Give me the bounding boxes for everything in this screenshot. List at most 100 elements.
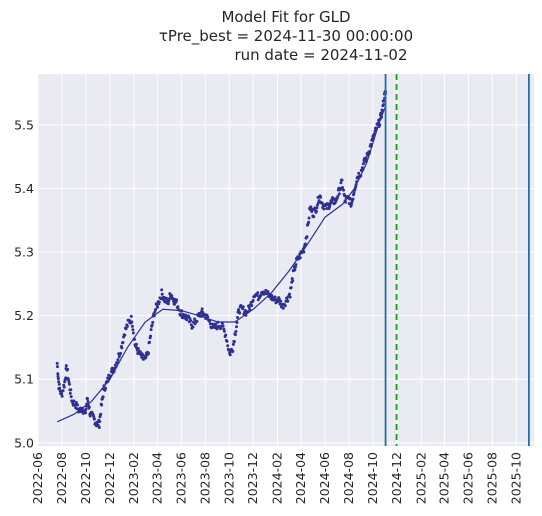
data-point bbox=[166, 302, 170, 306]
data-point bbox=[119, 351, 123, 355]
data-point bbox=[354, 183, 358, 187]
y-tick-label: 5.2 bbox=[14, 308, 34, 323]
data-point bbox=[69, 395, 73, 399]
data-point bbox=[86, 397, 89, 401]
data-point bbox=[56, 372, 60, 376]
x-tick-label: 2024-06 bbox=[317, 452, 332, 504]
data-point bbox=[337, 192, 341, 196]
data-point bbox=[149, 328, 153, 332]
data-point bbox=[151, 320, 155, 324]
data-point bbox=[150, 323, 154, 327]
data-point bbox=[279, 299, 283, 303]
x-tick-label: 2024-04 bbox=[293, 452, 308, 504]
data-point bbox=[228, 353, 232, 357]
data-point bbox=[293, 265, 297, 269]
data-point bbox=[136, 347, 140, 351]
data-point bbox=[342, 188, 345, 192]
data-point bbox=[382, 103, 386, 107]
data-point bbox=[272, 298, 276, 302]
data-point bbox=[270, 294, 274, 297]
x-tick-label: 2024-10 bbox=[365, 452, 380, 504]
data-point bbox=[115, 360, 119, 364]
data-point bbox=[322, 207, 326, 211]
x-tick-label: 2025-02 bbox=[413, 452, 428, 504]
data-point bbox=[216, 320, 220, 324]
data-point bbox=[357, 171, 361, 175]
data-point bbox=[179, 313, 183, 317]
data-point bbox=[170, 294, 174, 298]
data-point bbox=[246, 310, 250, 314]
data-point bbox=[231, 349, 235, 353]
data-point bbox=[232, 340, 236, 344]
data-point bbox=[193, 317, 197, 321]
x-tick-label: 2022-12 bbox=[102, 452, 117, 504]
data-point bbox=[67, 380, 71, 384]
data-point bbox=[67, 382, 71, 386]
data-point bbox=[180, 309, 184, 313]
data-point bbox=[273, 295, 277, 299]
x-tick-label: 2023-06 bbox=[173, 452, 188, 504]
data-point bbox=[130, 320, 134, 324]
data-point bbox=[233, 333, 237, 337]
data-point bbox=[100, 403, 104, 407]
x-tick-label: 2023-10 bbox=[221, 452, 236, 504]
data-point bbox=[315, 206, 319, 210]
y-tick-label: 5.1 bbox=[14, 372, 34, 387]
data-point bbox=[153, 310, 157, 314]
data-point bbox=[133, 337, 136, 341]
data-point bbox=[189, 319, 193, 323]
data-point bbox=[160, 292, 164, 296]
data-point bbox=[201, 310, 205, 314]
data-point bbox=[247, 306, 251, 309]
data-point bbox=[116, 358, 120, 362]
data-point bbox=[314, 209, 318, 213]
data-point bbox=[340, 178, 344, 182]
data-point bbox=[134, 342, 138, 346]
data-point bbox=[289, 286, 293, 290]
data-point bbox=[62, 385, 66, 389]
y-tick-label: 5.4 bbox=[14, 181, 34, 196]
data-point bbox=[61, 389, 65, 393]
data-point bbox=[256, 291, 260, 295]
data-point bbox=[56, 374, 60, 378]
data-point bbox=[361, 162, 365, 166]
data-point bbox=[225, 339, 229, 343]
data-point bbox=[251, 299, 255, 302]
data-point bbox=[236, 316, 239, 319]
data-point bbox=[371, 137, 375, 141]
data-point bbox=[114, 365, 118, 369]
data-point bbox=[97, 426, 101, 429]
data-point bbox=[57, 382, 61, 386]
data-point bbox=[244, 313, 248, 317]
x-tick-label: 2024-12 bbox=[389, 452, 404, 504]
y-tick-label: 5.0 bbox=[14, 435, 34, 450]
data-point bbox=[88, 414, 92, 418]
x-tick-label: 2025-08 bbox=[484, 452, 499, 504]
data-point bbox=[56, 377, 60, 381]
data-point bbox=[339, 181, 343, 185]
data-point bbox=[365, 158, 369, 162]
data-point bbox=[344, 200, 348, 204]
data-point bbox=[378, 123, 382, 127]
data-point bbox=[224, 333, 228, 337]
data-point bbox=[92, 417, 96, 421]
data-point bbox=[380, 109, 384, 113]
data-points bbox=[55, 89, 388, 429]
data-point bbox=[214, 322, 218, 326]
data-point bbox=[185, 318, 189, 322]
data-point bbox=[310, 210, 314, 213]
x-tick-label: 2022-10 bbox=[78, 452, 93, 504]
data-point bbox=[60, 392, 64, 396]
data-point bbox=[288, 292, 291, 296]
data-point bbox=[176, 305, 180, 309]
data-point bbox=[359, 174, 363, 178]
data-point bbox=[200, 307, 204, 311]
data-point bbox=[355, 180, 359, 184]
data-point bbox=[288, 295, 292, 299]
data-point bbox=[231, 342, 235, 346]
grid-lines bbox=[37, 74, 534, 446]
data-point bbox=[312, 215, 316, 219]
data-point bbox=[112, 370, 116, 373]
data-point bbox=[319, 195, 323, 199]
chart-title: Model Fit for GLD bbox=[221, 8, 351, 26]
